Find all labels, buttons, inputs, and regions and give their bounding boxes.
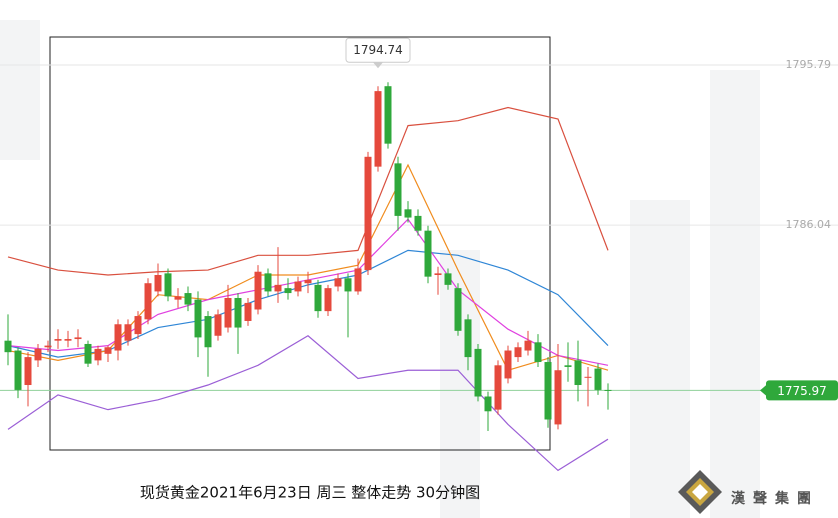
candle-body — [324, 288, 332, 312]
candle-body — [414, 215, 422, 231]
highlight-frame — [49, 36, 551, 451]
candle-body — [34, 348, 42, 361]
candle-body — [364, 156, 372, 271]
candle-body — [274, 284, 282, 292]
candle-body — [134, 316, 142, 335]
high-annotation-label: 1794.74 — [353, 43, 403, 57]
candle-body — [344, 278, 352, 292]
candle-body — [554, 370, 562, 425]
candle-body — [584, 376, 592, 378]
candle-body — [534, 342, 542, 363]
candle-body — [114, 324, 122, 351]
candle-body — [354, 268, 362, 292]
candle-body — [164, 273, 172, 297]
background-decor — [0, 20, 760, 518]
candle-body — [14, 350, 22, 390]
candle-body — [4, 340, 12, 353]
brand-logo — [678, 470, 722, 514]
brand-name: 漢聲集團 — [731, 490, 819, 507]
candle-body — [574, 360, 582, 386]
candle-body — [334, 278, 342, 287]
candle-body — [184, 293, 192, 305]
y-tick-label: 1795.79 — [786, 58, 832, 71]
candle-body — [424, 230, 432, 277]
last-price-pointer — [760, 384, 767, 397]
candle-body — [44, 345, 52, 348]
candle-body — [144, 283, 152, 320]
last-price-box — [766, 380, 838, 401]
candle-body — [284, 288, 292, 294]
candle-body — [234, 297, 242, 328]
candle-body — [64, 339, 72, 341]
candle-body — [304, 279, 312, 284]
y-tick-label: 1786.04 — [786, 218, 832, 231]
candle-body — [174, 296, 182, 300]
candle-body — [224, 297, 232, 328]
candle-body — [394, 163, 402, 216]
candle-body — [444, 273, 452, 285]
candle-body — [474, 348, 482, 397]
candle-body — [244, 302, 252, 321]
candle-body — [374, 91, 382, 167]
candle-body — [54, 339, 62, 341]
candle-body — [604, 389, 612, 391]
candle-body — [24, 357, 32, 386]
indicator-line — [7, 106, 609, 276]
candle-body — [484, 396, 492, 412]
candle-body — [84, 343, 92, 364]
indicator-line — [7, 163, 609, 371]
candle-body — [124, 324, 132, 341]
candle-body — [404, 209, 412, 218]
candle-body — [94, 348, 102, 361]
candle-body — [194, 299, 202, 338]
candle-body — [494, 365, 502, 410]
candle-body — [214, 314, 222, 336]
indicator-line — [7, 335, 609, 472]
high-annotation-pointer — [373, 62, 383, 69]
candle-body — [104, 347, 112, 354]
candle-body — [514, 347, 522, 358]
candle-body — [204, 316, 212, 348]
candle-body — [524, 340, 532, 351]
candle-body — [464, 319, 472, 358]
candle-body — [434, 273, 442, 276]
indicator-line — [7, 249, 609, 358]
candle-body — [314, 284, 322, 312]
candle-body — [254, 271, 262, 310]
candle-body — [564, 365, 572, 367]
candle-body — [154, 275, 162, 292]
candle-body — [544, 362, 552, 420]
candle-body — [454, 288, 462, 331]
candle-body — [384, 86, 392, 144]
last-price-label: 1775.97 — [777, 384, 827, 398]
candle-body — [264, 273, 272, 292]
chart-title: 现货黄金2021年6月23日 周三 整体走势 30分钟图 — [140, 484, 480, 502]
candle-body — [594, 368, 602, 390]
candle-body — [504, 350, 512, 379]
candle-body — [294, 281, 302, 292]
candle-body — [74, 337, 82, 340]
